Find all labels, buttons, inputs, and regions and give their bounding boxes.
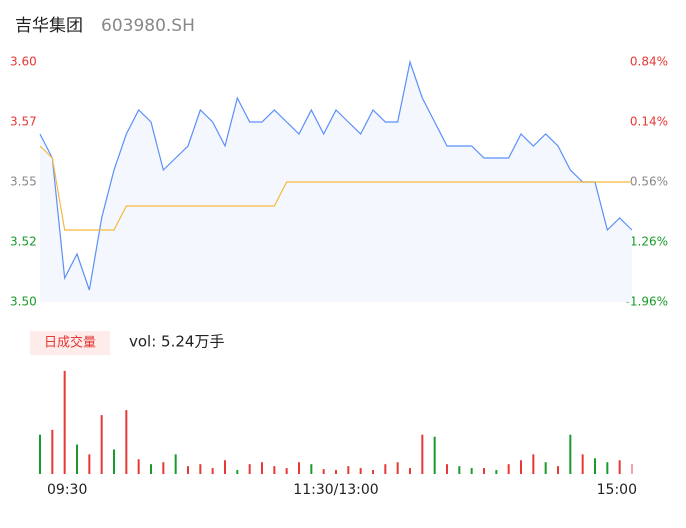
volume-bar <box>224 460 226 474</box>
volume-bar <box>532 454 535 474</box>
volume-bar <box>248 464 251 474</box>
volume-bar <box>285 468 288 474</box>
volume-bar <box>569 434 572 474</box>
y2-tick-label: 0.14% <box>630 115 668 129</box>
volume-bar <box>162 462 165 474</box>
volume-bar <box>520 460 522 474</box>
y-tick-label: 3.50 <box>10 295 37 309</box>
avg-line <box>39 145 632 231</box>
volume-bar <box>544 462 547 474</box>
volume-bar <box>507 464 510 474</box>
volume-bar <box>298 462 300 474</box>
volume-bar <box>137 459 140 474</box>
volume-bar <box>39 434 41 474</box>
volume-bar <box>581 454 584 474</box>
y2-tick-label: -0.56% <box>626 175 668 189</box>
volume-bar <box>372 470 374 474</box>
volume-bar <box>495 470 498 474</box>
volume-tag-bg <box>30 331 110 355</box>
x-tick-label: 11:30/13:00 <box>293 482 378 498</box>
y2-tick-label: -1.96% <box>626 295 668 309</box>
y-tick-label: 3.60 <box>10 55 37 69</box>
volume-bar <box>594 458 596 474</box>
volume-bar <box>347 466 350 474</box>
volume-bar <box>470 468 473 474</box>
volume-bar <box>100 415 103 474</box>
volume-bar <box>396 462 399 474</box>
stock-code: 603980.SH <box>101 16 195 36</box>
volume-bar <box>88 454 91 474</box>
volume-bar <box>631 464 633 474</box>
volume-bar <box>125 410 128 474</box>
volume-bar <box>174 454 177 474</box>
volume-bar <box>606 462 609 474</box>
volume-bar <box>76 444 78 474</box>
x-tick-label: 15:00 <box>597 482 637 498</box>
volume-bar <box>483 468 485 474</box>
volume-bar <box>199 464 202 474</box>
volume-bar <box>335 470 337 474</box>
volume-bar <box>273 466 276 474</box>
volume-tag: 日成交量 <box>44 335 96 351</box>
y-tick-label: 3.55 <box>10 175 37 189</box>
volume-bar <box>384 464 387 474</box>
volume-bar <box>63 370 66 474</box>
volume-bar <box>322 469 325 474</box>
y2-tick-label: -1.26% <box>626 235 668 249</box>
volume-bar <box>211 468 214 474</box>
volume-bar <box>618 460 621 474</box>
volume-bar <box>421 434 424 474</box>
volume-bar <box>409 468 411 474</box>
volume-bar <box>359 468 362 474</box>
x-tick-label: 09:30 <box>47 482 87 498</box>
stock-name: 吉华集团 <box>15 16 83 36</box>
volume-total: vol: 5.24万手 <box>129 333 224 351</box>
volume-bar <box>150 464 152 474</box>
volume-bar <box>261 462 263 474</box>
volume-bar <box>310 464 313 474</box>
volume-bar <box>113 449 115 474</box>
volume-bar <box>458 466 461 474</box>
volume-bar <box>433 436 436 474</box>
y2-tick-label: 0.84% <box>630 55 668 69</box>
volume-bar <box>557 466 559 474</box>
price-line <box>39 59 633 291</box>
volume-bar <box>446 464 448 474</box>
volume-bar <box>236 470 239 474</box>
volume-bar <box>51 429 54 474</box>
y-tick-label: 3.52 <box>10 235 37 249</box>
y-tick-label: 3.57 <box>10 115 37 129</box>
volume-bar <box>187 466 189 474</box>
